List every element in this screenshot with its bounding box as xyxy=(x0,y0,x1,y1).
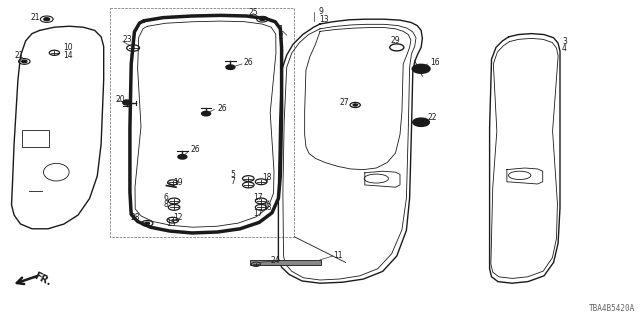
Text: 9: 9 xyxy=(319,7,324,16)
Text: 12: 12 xyxy=(173,213,182,222)
Text: 1: 1 xyxy=(278,25,283,34)
Text: 27: 27 xyxy=(339,98,349,107)
Text: 10: 10 xyxy=(63,43,72,52)
Text: 22: 22 xyxy=(428,113,437,122)
Text: TBA4B5420A: TBA4B5420A xyxy=(589,304,635,313)
Text: 4: 4 xyxy=(562,44,567,53)
Text: FR.: FR. xyxy=(32,271,52,287)
Text: 20: 20 xyxy=(115,95,125,104)
Text: 26: 26 xyxy=(191,145,200,154)
Text: 15: 15 xyxy=(166,219,176,228)
Bar xyxy=(22,130,49,147)
Text: 18: 18 xyxy=(262,173,272,182)
Circle shape xyxy=(353,104,357,106)
Text: 6: 6 xyxy=(163,193,168,202)
Text: 13: 13 xyxy=(319,15,328,24)
Text: 17: 17 xyxy=(253,193,262,202)
Text: 5: 5 xyxy=(230,170,236,179)
Text: 17: 17 xyxy=(253,209,262,218)
Circle shape xyxy=(260,18,265,20)
Circle shape xyxy=(226,65,235,69)
Text: 29: 29 xyxy=(390,36,400,45)
Text: 18: 18 xyxy=(262,203,272,212)
Text: 7: 7 xyxy=(230,177,236,186)
Text: 26: 26 xyxy=(243,58,253,67)
Text: 2: 2 xyxy=(278,32,283,41)
Text: 3: 3 xyxy=(562,37,567,46)
Text: 24: 24 xyxy=(271,256,280,265)
Circle shape xyxy=(145,222,150,225)
Text: 16: 16 xyxy=(430,58,440,67)
Circle shape xyxy=(44,18,50,21)
Circle shape xyxy=(202,111,211,116)
Circle shape xyxy=(178,155,187,159)
Circle shape xyxy=(412,64,430,73)
Text: 23: 23 xyxy=(123,36,132,44)
Circle shape xyxy=(413,118,429,126)
Text: 25: 25 xyxy=(248,8,258,17)
Circle shape xyxy=(22,60,27,63)
Text: 21: 21 xyxy=(14,52,24,60)
Text: 11: 11 xyxy=(333,251,342,260)
Circle shape xyxy=(123,101,131,105)
Text: 21: 21 xyxy=(31,13,40,22)
Text: 8: 8 xyxy=(163,200,168,209)
Text: 26: 26 xyxy=(218,104,227,113)
Text: 14: 14 xyxy=(63,52,72,60)
Bar xyxy=(250,260,321,265)
Text: 19: 19 xyxy=(173,178,182,187)
Circle shape xyxy=(394,46,400,49)
Circle shape xyxy=(123,100,131,104)
Text: 28: 28 xyxy=(130,213,140,222)
